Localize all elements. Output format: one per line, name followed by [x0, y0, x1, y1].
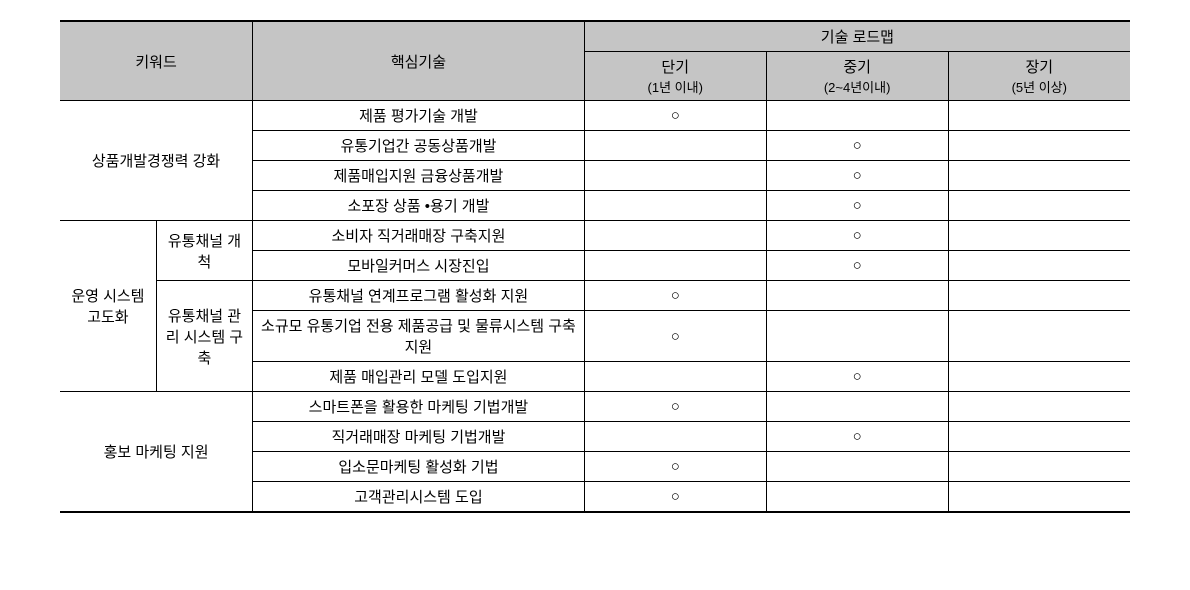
- long-term-cell: [948, 311, 1130, 362]
- table-header: 키워드 핵심기술 기술 로드맵 단기 (1년 이내) 중기 (2~4년이내) 장…: [60, 21, 1130, 101]
- mid-term-cell: [766, 281, 948, 311]
- header-mid-term: 중기 (2~4년이내): [766, 52, 948, 101]
- long-term-cell: [948, 281, 1130, 311]
- tech-cell: 입소문마케팅 활성화 기법: [253, 452, 585, 482]
- tech-cell: 소비자 직거래매장 구축지원: [253, 221, 585, 251]
- mid-term-cell: ○: [766, 221, 948, 251]
- header-roadmap: 기술 로드맵: [584, 21, 1130, 52]
- short-term-cell: [584, 251, 766, 281]
- short-term-cell: [584, 221, 766, 251]
- tech-cell: 소포장 상품 •용기 개발: [253, 191, 585, 221]
- header-keyword: 키워드: [60, 21, 253, 101]
- mid-term-cell: ○: [766, 131, 948, 161]
- table-body: 상품개발경쟁력 강화제품 평가기술 개발○유통기업간 공동상품개발○제품매입지원…: [60, 101, 1130, 513]
- header-short-term: 단기 (1년 이내): [584, 52, 766, 101]
- header-mid-term-label: 중기: [843, 59, 871, 76]
- header-mid-term-sub: (2~4년이내): [824, 80, 891, 95]
- header-long-term-sub: (5년 이상): [1012, 80, 1067, 95]
- long-term-cell: [948, 251, 1130, 281]
- mid-term-cell: [766, 452, 948, 482]
- long-term-cell: [948, 422, 1130, 452]
- mid-term-cell: ○: [766, 422, 948, 452]
- keyword-cell: 운영 시스템 고도화: [60, 221, 156, 392]
- long-term-cell: [948, 362, 1130, 392]
- mid-term-cell: ○: [766, 251, 948, 281]
- mid-term-cell: [766, 101, 948, 131]
- sub-keyword-cell: 유통채널 개척: [156, 221, 252, 281]
- short-term-cell: [584, 131, 766, 161]
- tech-cell: 유통채널 연계프로그램 활성화 지원: [253, 281, 585, 311]
- long-term-cell: [948, 221, 1130, 251]
- short-term-cell: [584, 161, 766, 191]
- table-row: 유통채널 관리 시스템 구축유통채널 연계프로그램 활성화 지원○: [60, 281, 1130, 311]
- long-term-cell: [948, 392, 1130, 422]
- tech-cell: 제품매입지원 금융상품개발: [253, 161, 585, 191]
- long-term-cell: [948, 131, 1130, 161]
- mid-term-cell: ○: [766, 191, 948, 221]
- table-row: 운영 시스템 고도화유통채널 개척소비자 직거래매장 구축지원○: [60, 221, 1130, 251]
- long-term-cell: [948, 482, 1130, 513]
- header-short-term-sub: (1년 이내): [648, 80, 703, 95]
- long-term-cell: [948, 161, 1130, 191]
- keyword-cell: 홍보 마케팅 지원: [60, 392, 253, 513]
- tech-cell: 모바일커머스 시장진입: [253, 251, 585, 281]
- short-term-cell: [584, 422, 766, 452]
- sub-keyword-cell: 유통채널 관리 시스템 구축: [156, 281, 252, 392]
- tech-cell: 직거래매장 마케팅 기법개발: [253, 422, 585, 452]
- tech-cell: 제품 매입관리 모델 도입지원: [253, 362, 585, 392]
- long-term-cell: [948, 452, 1130, 482]
- table-row: 상품개발경쟁력 강화제품 평가기술 개발○: [60, 101, 1130, 131]
- keyword-cell: 상품개발경쟁력 강화: [60, 101, 253, 221]
- short-term-cell: ○: [584, 452, 766, 482]
- short-term-cell: ○: [584, 101, 766, 131]
- mid-term-cell: [766, 392, 948, 422]
- long-term-cell: [948, 101, 1130, 131]
- short-term-cell: ○: [584, 311, 766, 362]
- tech-cell: 스마트폰을 활용한 마케팅 기법개발: [253, 392, 585, 422]
- short-term-cell: ○: [584, 281, 766, 311]
- short-term-cell: ○: [584, 392, 766, 422]
- short-term-cell: [584, 362, 766, 392]
- header-long-term: 장기 (5년 이상): [948, 52, 1130, 101]
- mid-term-cell: ○: [766, 161, 948, 191]
- header-short-term-label: 단기: [661, 59, 689, 76]
- short-term-cell: ○: [584, 482, 766, 513]
- tech-cell: 유통기업간 공동상품개발: [253, 131, 585, 161]
- tech-cell: 소규모 유통기업 전용 제품공급 및 물류시스템 구축지원: [253, 311, 585, 362]
- short-term-cell: [584, 191, 766, 221]
- long-term-cell: [948, 191, 1130, 221]
- tech-cell: 고객관리시스템 도입: [253, 482, 585, 513]
- header-long-term-label: 장기: [1025, 59, 1053, 76]
- tech-cell: 제품 평가기술 개발: [253, 101, 585, 131]
- mid-term-cell: [766, 311, 948, 362]
- table-row: 홍보 마케팅 지원스마트폰을 활용한 마케팅 기법개발○: [60, 392, 1130, 422]
- mid-term-cell: [766, 482, 948, 513]
- roadmap-table: 키워드 핵심기술 기술 로드맵 단기 (1년 이내) 중기 (2~4년이내) 장…: [60, 20, 1130, 513]
- header-core-tech: 핵심기술: [253, 21, 585, 101]
- mid-term-cell: ○: [766, 362, 948, 392]
